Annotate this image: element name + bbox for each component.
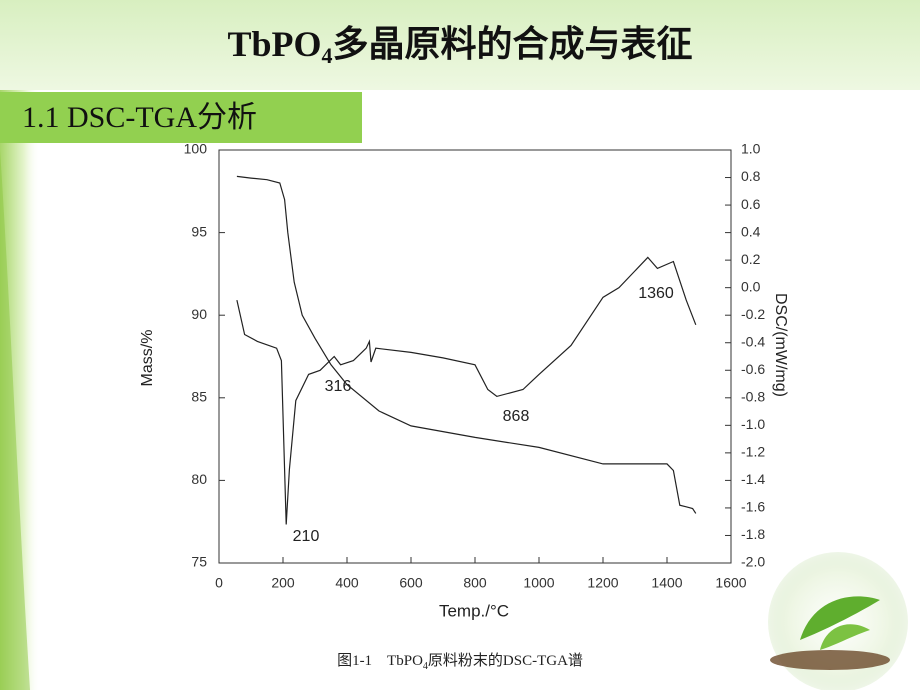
figure-caption: 图1-1 TbPO4原料粉末的DSC-TGA谱 xyxy=(337,652,583,672)
y2-axis-label: DSC/(mW/mg) xyxy=(772,293,789,397)
section-heading: 1.1 DSC-TGA分析 xyxy=(22,101,257,134)
annotation: 316 xyxy=(325,378,352,395)
y-tick-label: 75 xyxy=(191,554,207,570)
annotation: 1360 xyxy=(638,285,674,302)
x-tick-label: 400 xyxy=(335,575,359,591)
y2-tick-label: 0.4 xyxy=(741,223,761,239)
title-part: 多晶原料的合成与表征 xyxy=(333,24,693,64)
y2-tick-label: 0.6 xyxy=(741,196,761,212)
x-tick-label: 0 xyxy=(215,575,223,591)
y2-tick-label: -1.4 xyxy=(741,471,765,487)
x-tick-label: 1000 xyxy=(523,575,554,591)
annotation: 868 xyxy=(503,408,530,425)
y2-tick-label: -0.6 xyxy=(741,361,765,377)
y2-tick-label: -1.8 xyxy=(741,526,765,542)
data-line xyxy=(236,256,697,525)
y2-tick-label: 0.0 xyxy=(741,278,761,294)
title-band xyxy=(0,0,920,90)
x-tick-label: 800 xyxy=(463,575,487,591)
plot-frame xyxy=(218,149,732,564)
y2-tick-label: -0.4 xyxy=(741,333,765,349)
title-part: TbPO xyxy=(227,24,321,64)
soil-decoration xyxy=(770,650,890,670)
x-tick-label: 1600 xyxy=(715,575,746,591)
y2-tick-label: -1.0 xyxy=(741,416,765,432)
y2-tick-label: 0.8 xyxy=(741,168,761,184)
y2-tick-label: -0.8 xyxy=(741,389,765,405)
y2-tick-label: 0.2 xyxy=(741,251,761,267)
y2-tick-label: -0.2 xyxy=(741,306,765,322)
x-axis-label: Temp./°C xyxy=(439,601,509,620)
y-tick-label: 100 xyxy=(184,141,208,157)
y2-tick-label: 1.0 xyxy=(741,141,761,157)
x-tick-label: 200 xyxy=(271,575,295,591)
y-tick-label: 85 xyxy=(191,389,207,405)
leaf-decoration xyxy=(800,596,880,640)
x-tick-label: 1200 xyxy=(587,575,618,591)
y-tick-label: 95 xyxy=(191,223,207,239)
left-swoosh xyxy=(0,150,30,690)
slide-title: TbPO4多晶原料的合成与表征 xyxy=(227,24,692,68)
y2-tick-label: -1.6 xyxy=(741,499,765,515)
caption-subscript: 4 xyxy=(423,661,428,672)
title-subscript: 4 xyxy=(322,43,333,68)
x-tick-label: 600 xyxy=(399,575,423,591)
y-axis-label: Mass/% xyxy=(139,330,156,387)
leaf-decoration xyxy=(820,624,870,650)
y-tick-label: 80 xyxy=(191,471,207,487)
x-tick-label: 1400 xyxy=(651,575,682,591)
y2-tick-label: -1.2 xyxy=(741,444,765,460)
y-tick-label: 90 xyxy=(191,306,207,322)
annotation: 210 xyxy=(293,528,320,545)
data-line xyxy=(236,175,697,514)
caption-part: 图1-1 TbPO xyxy=(337,652,423,669)
heading-box xyxy=(0,92,362,143)
y2-tick-label: -2.0 xyxy=(741,554,765,570)
caption-part: 原料粉末的DSC-TGA谱 xyxy=(428,652,583,669)
